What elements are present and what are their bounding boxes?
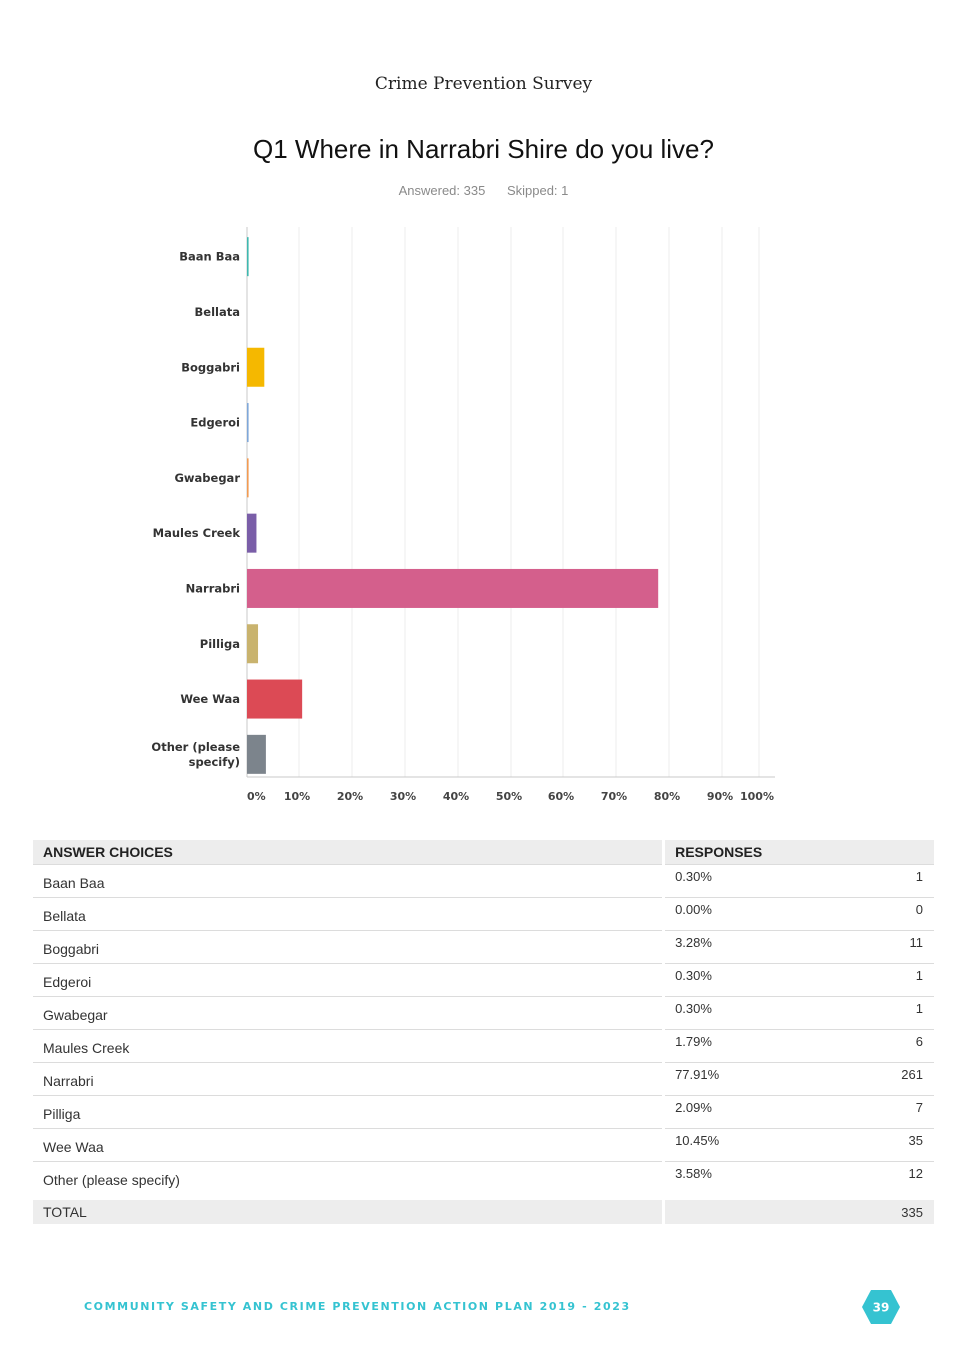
x-tick-label: 80% [654,790,680,803]
total-label: TOTAL [33,1194,666,1224]
x-tick-label: 40% [443,790,469,803]
responses-header: RESPONSES [663,840,934,865]
hexagon-icon [862,1290,900,1324]
total-percent-cell [663,1194,796,1224]
table-row: Boggabri 3.28% 11 [33,930,934,964]
bar-gwabegar [247,458,249,498]
x-tick-label: 90% [707,790,733,803]
count-cell: 11 [795,930,934,964]
bar-chart: Baan Baa Bellata Boggabri Edgeroi Gwabegar Ma… [151,227,775,803]
table-row: Bellata 0.00% 0 [33,897,934,931]
choice-cell: Edgeroi [33,963,666,997]
x-tick-label: 20% [337,790,363,803]
count-cell: 1 [795,996,934,1030]
skipped-count: Skipped: 1 [506,183,569,198]
count-cell: 1 [795,864,934,898]
count-cell: 0 [795,897,934,931]
bar-other-please-specify [247,734,266,774]
percent-cell: 0.30% [663,996,796,1030]
category-label: Maules Creek [153,526,241,540]
table-row: Baan Baa 0.30% 1 [33,864,934,898]
choice-cell: Pilliga [33,1095,666,1129]
count-cell: 261 [795,1062,934,1096]
percent-cell: 2.09% [663,1095,796,1129]
x-tick-label: 70% [601,790,627,803]
choice-cell: Wee Waa [33,1128,666,1162]
bar-boggabri [247,347,265,387]
answered-count: Answered: 335 [398,183,486,198]
percent-cell: 3.58% [663,1161,796,1197]
bar-edgeroi [247,403,249,443]
percent-cell: 10.45% [663,1128,796,1162]
percent-cell: 0.30% [663,864,796,898]
bar-narrabri [247,568,659,608]
x-tick-label: 60% [548,790,574,803]
category-label: Gwabegar [174,471,240,485]
answer-choices-header: ANSWER CHOICES [33,840,666,865]
bar-baan-baa [247,237,249,277]
category-label: Bellata [195,305,240,319]
responses-table: ANSWER CHOICES RESPONSES Baan Baa 0.30% 1 B… [33,840,934,1224]
total-row: TOTAL 335 [33,1194,934,1224]
count-cell: 12 [795,1161,934,1197]
table-row: Pilliga 2.09% 7 [33,1095,934,1129]
x-tick-label: 10% [284,790,310,803]
choice-cell: Boggabri [33,930,666,964]
page-number: 39 [873,1301,890,1315]
category-label: Wee Waa [180,692,240,706]
table-row: Maules Creek 1.79% 6 [33,1029,934,1063]
choice-cell: Maules Creek [33,1029,666,1063]
chart-bars [247,237,659,774]
category-label: Narrabri [186,581,240,595]
table-header-row: ANSWER CHOICES RESPONSES [33,840,934,865]
percent-cell: 0.30% [663,963,796,997]
choice-cell: Narrabri [33,1062,666,1096]
table-row: Gwabegar 0.30% 1 [33,996,934,1030]
x-tick-label: 50% [496,790,522,803]
response-summary: Answered: 335 Skipped: 1 [0,183,967,198]
x-tick-label: 30% [390,790,416,803]
bar-pilliga [247,624,259,664]
count-cell: 1 [795,963,934,997]
choice-cell: Gwabegar [33,996,666,1030]
table-row: Edgeroi 0.30% 1 [33,963,934,997]
table-body: Baan Baa 0.30% 1 Bellata 0.00% 0 Boggabri 3.28%… [33,864,934,1197]
chart-category-labels: Baan Baa Bellata Boggabri Edgeroi Gwabegar Ma… [151,250,240,769]
chart-gridlines [246,227,775,778]
bar-wee-waa [247,679,303,719]
chart-x-ticks: 0% 10% 20% 30% 40% 50% 60% 70% 80% 90% 100% [247,790,774,803]
choice-cell: Baan Baa [33,864,666,898]
category-label: Pilliga [200,637,240,651]
total-count: 335 [795,1194,934,1224]
category-label: Other (please specify) [151,740,240,769]
question-title: Q1 Where in Narrabri Shire do you live? [253,134,714,164]
x-tick-label: 100% [740,790,774,803]
document-header: Crime Prevention Survey [374,74,593,94]
category-label: Boggabri [181,360,240,374]
count-cell: 35 [795,1128,934,1162]
page-number-badge: 39 [862,1290,900,1324]
percent-cell: 1.79% [663,1029,796,1063]
count-cell: 7 [795,1095,934,1129]
category-label: Baan Baa [179,250,240,264]
category-label: Edgeroi [190,416,240,430]
table-row: Narrabri 77.91% 261 [33,1062,934,1096]
choice-cell: Bellata [33,897,666,931]
count-cell: 6 [795,1029,934,1063]
percent-cell: 3.28% [663,930,796,964]
x-tick-label: 0% [247,790,266,803]
table-row: Other (please specify) 3.58% 12 [33,1161,934,1197]
percent-cell: 77.91% [663,1062,796,1096]
percent-cell: 0.00% [663,897,796,931]
table-row: Wee Waa 10.45% 35 [33,1128,934,1162]
choice-cell: Other (please specify) [33,1161,666,1197]
footer-title: COMMUNITY SAFETY AND CRIME PREVENTION AC… [84,1300,631,1313]
bar-maules-creek [247,513,257,553]
